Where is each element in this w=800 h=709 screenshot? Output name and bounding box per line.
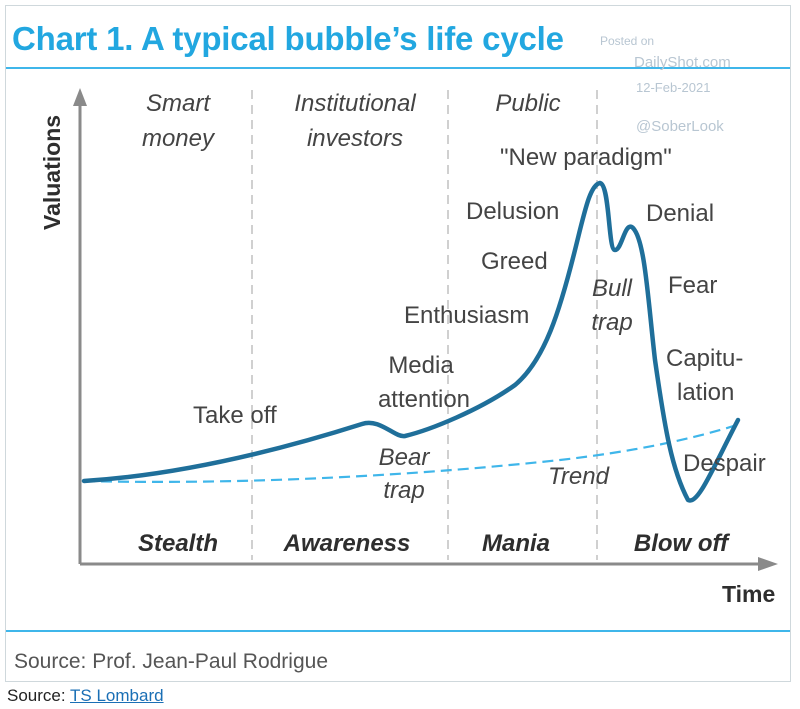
label-bear: Bear xyxy=(379,444,431,471)
watermark-handle: @SoberLook xyxy=(636,118,724,135)
bubble-curve xyxy=(81,180,741,503)
label-lation: lation xyxy=(677,379,734,406)
label-media: Media xyxy=(388,352,454,379)
label-denial: Denial xyxy=(646,200,714,227)
label-delusion: Delusion xyxy=(466,198,559,225)
source-rule xyxy=(6,630,790,632)
column-header-investors: investors xyxy=(307,125,403,152)
source-inner: Source: Prof. Jean-Paul Rodrigue xyxy=(14,650,329,673)
source-link-ts-lombard[interactable]: TS Lombard xyxy=(70,686,164,705)
label-attention: attention xyxy=(378,386,470,413)
source-outer-prefix: Source: xyxy=(7,686,71,705)
column-header-public: Public xyxy=(495,90,560,117)
source-outer: Source: TS Lombard xyxy=(7,686,164,706)
trend-line xyxy=(83,422,741,483)
column-header-smart: Smart xyxy=(146,90,211,117)
label-despair: Despair xyxy=(683,450,766,477)
chart-frame xyxy=(5,5,791,682)
phase-mania: Mania xyxy=(482,530,550,557)
x-axis-label: Time xyxy=(722,581,775,607)
x-axis-arrow xyxy=(758,557,778,571)
label-capitu: Capitu- xyxy=(666,345,743,372)
label-trend: Trend xyxy=(548,463,610,490)
watermark-date: 12-Feb-2021 xyxy=(636,80,711,95)
phase-stealth: Stealth xyxy=(138,530,218,557)
label-bull: Bull xyxy=(592,275,633,302)
chart-title: Chart 1. A typical bubble’s life cycle xyxy=(12,20,564,57)
label-new-paradigm: "New paradigm" xyxy=(500,144,672,171)
label-bull-trap: trap xyxy=(591,309,632,336)
label-greed: Greed xyxy=(481,248,548,275)
watermark-posted-on: Posted on xyxy=(600,34,655,48)
y-axis-arrow xyxy=(73,88,87,106)
label-bear-trap: trap xyxy=(383,477,424,504)
column-header-institutional: Institutional xyxy=(294,90,416,117)
column-header-money: money xyxy=(142,125,216,152)
watermark-site: DailyShot.com xyxy=(634,54,731,71)
phase-blow-off: Blow off xyxy=(634,530,730,557)
label-enthusiasm: Enthusiasm xyxy=(404,302,529,329)
label-take-off: Take off xyxy=(193,402,277,429)
y-axis-label: Valuations xyxy=(39,115,65,230)
phase-awareness: Awareness xyxy=(283,530,411,557)
title-rule xyxy=(6,67,790,69)
label-fear: Fear xyxy=(668,272,717,299)
